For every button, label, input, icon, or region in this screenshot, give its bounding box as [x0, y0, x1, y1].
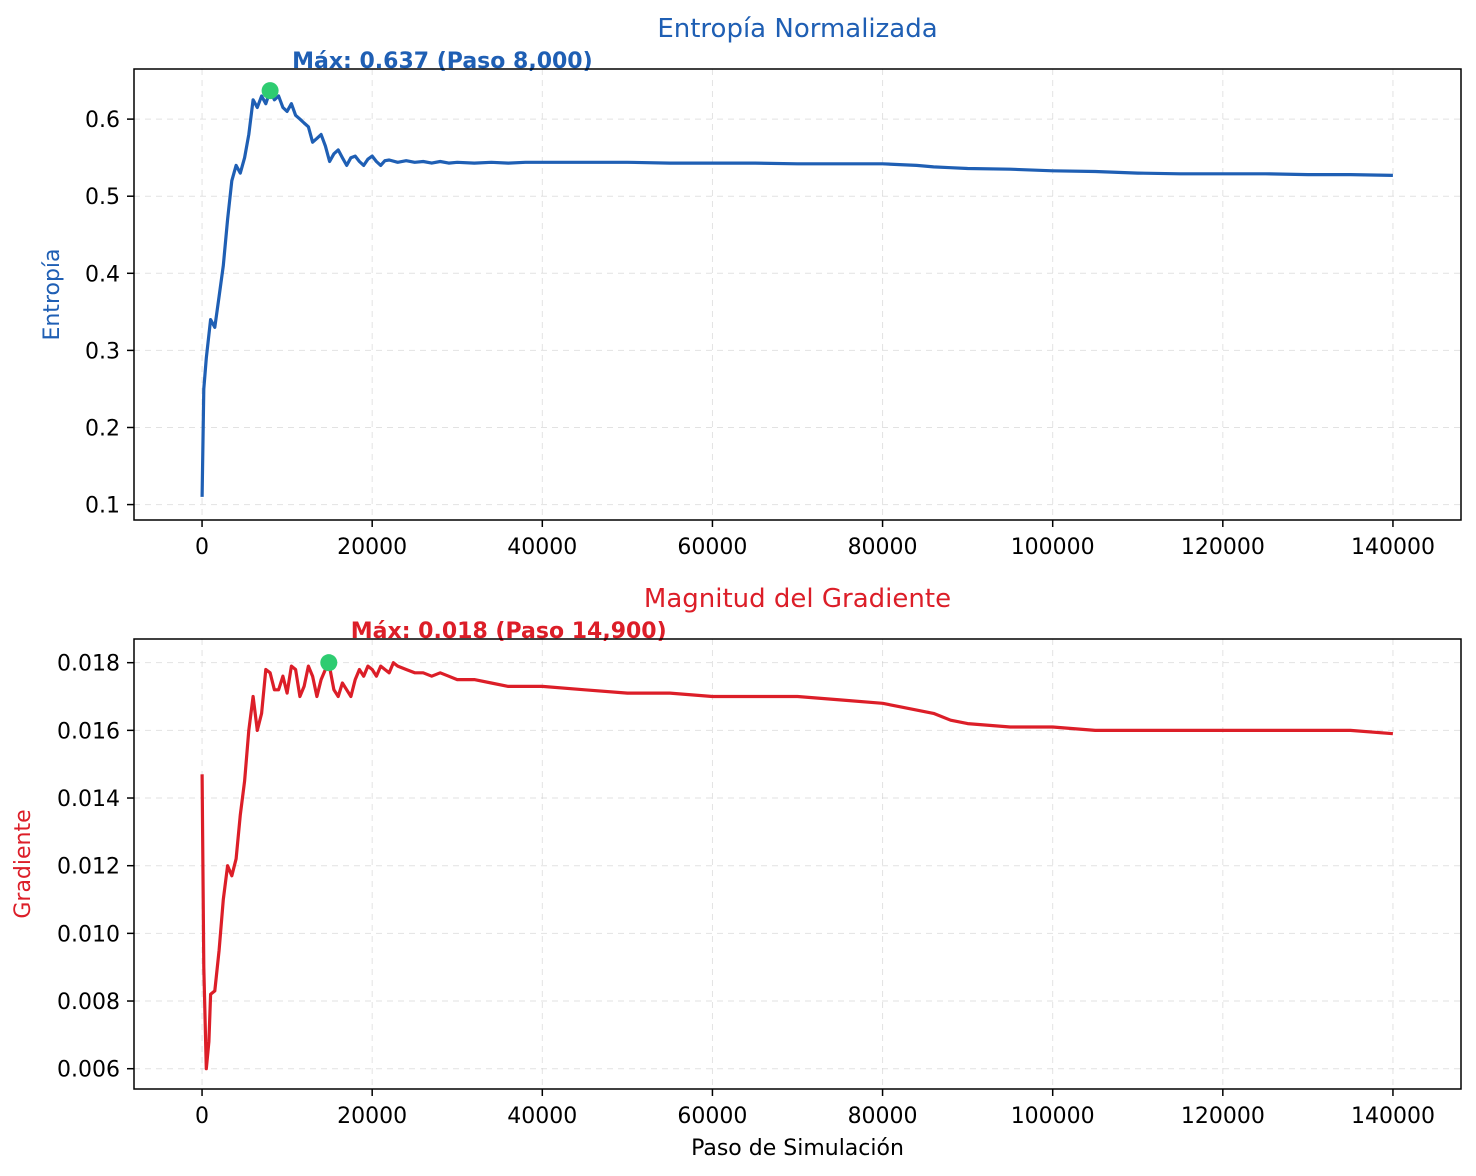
entropy-x-tick-label: 0	[195, 535, 209, 560]
gradient-x-tick-label: 20000	[337, 1104, 407, 1129]
gradient-max-marker	[320, 654, 338, 672]
gradient-y-tick-label: 0.018	[57, 652, 120, 677]
gradient-panel: Máx: 0.018 (Paso 14,900) 0 20000 40000 60000…	[11, 584, 1462, 1161]
entropy-y-tick-label: 0.4	[85, 262, 120, 287]
gradient-x-tick-label: 120000	[1181, 1104, 1265, 1129]
entropy-series-line	[200, 89, 1393, 497]
gradient-y-axis-label: Gradiente	[11, 809, 36, 918]
gradient-max-annotation: Máx: 0.018 (Paso 14,900)	[351, 619, 667, 644]
gradient-series-line	[200, 661, 1394, 1071]
gradient-x-axis-label: Paso de Simulación	[691, 1136, 904, 1161]
entropy-plot-area: Máx: 0.637 (Paso 8,000) 0 20000 40000 60000 8…	[85, 49, 1462, 560]
entropy-y-axis-label: Entropía	[40, 248, 65, 340]
gradient-y-tick-label: 0.006	[57, 1058, 120, 1083]
gradient-x-tick-label: 60000	[677, 1104, 747, 1129]
entropy-y-tick-label: 0.6	[85, 108, 120, 133]
gradient-x-tick-label: 40000	[507, 1104, 577, 1129]
entropy-y-tick-label: 0.3	[85, 339, 120, 364]
entropy-chart-title: Entropía Normalizada	[657, 14, 937, 44]
gradient-plot-area: Máx: 0.018 (Paso 14,900) 0 20000 40000 60000…	[57, 619, 1462, 1129]
gradient-y-tick-label: 0.008	[57, 990, 120, 1015]
gradient-chart-title: Magnitud del Gradiente	[644, 584, 951, 614]
gradient-x-tick-label: 100000	[1011, 1104, 1095, 1129]
entropy-x-tick-label: 140000	[1351, 535, 1435, 560]
entropy-axes-frame	[133, 68, 1462, 521]
entropy-x-tick-label: 60000	[677, 535, 747, 560]
entropy-max-annotation: Máx: 0.637 (Paso 8,000)	[292, 49, 593, 74]
gradient-y-tick-label: 0.010	[57, 922, 120, 947]
gradient-y-tick-label: 0.012	[57, 855, 120, 880]
entropy-max-marker	[261, 82, 279, 100]
entropy-x-tick-label: 40000	[507, 535, 577, 560]
entropy-x-tick-label: 120000	[1181, 535, 1265, 560]
gradient-y-tick-label: 0.016	[57, 719, 120, 744]
entropy-x-tick-label: 20000	[337, 535, 407, 560]
entropy-panel: Máx: 0.637 (Paso 8,000) 0 20000 40000 60000 8…	[40, 14, 1462, 560]
entropy-y-tick-label: 0.5	[85, 185, 120, 210]
entropy-y-tick-label: 0.1	[85, 494, 120, 519]
entropy-x-tick-label: 100000	[1011, 535, 1095, 560]
gradient-x-tick-label: 80000	[848, 1104, 918, 1129]
gradient-y-tick-label: 0.014	[57, 787, 120, 812]
entropy-y-tick-label: 0.2	[85, 416, 120, 441]
gradient-x-tick-label: 0	[195, 1104, 209, 1129]
entropy-x-tick-label: 80000	[848, 535, 918, 560]
gradient-x-tick-label: 140000	[1351, 1104, 1435, 1129]
gradient-axes-frame	[133, 638, 1462, 1090]
